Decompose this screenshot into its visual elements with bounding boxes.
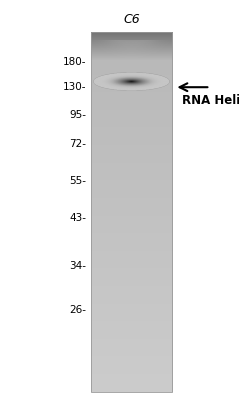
Text: 34-: 34-: [69, 261, 86, 271]
Text: 43-: 43-: [69, 213, 86, 223]
Text: RNA Helicase A: RNA Helicase A: [182, 94, 239, 107]
Text: C6: C6: [123, 13, 140, 26]
Text: 72-: 72-: [69, 139, 86, 149]
Text: 55-: 55-: [69, 176, 86, 186]
Text: 95-: 95-: [69, 110, 86, 120]
Text: 26-: 26-: [69, 305, 86, 315]
Text: 180-: 180-: [63, 57, 86, 67]
Bar: [91, 32, 172, 392]
Text: 130-: 130-: [63, 82, 86, 92]
